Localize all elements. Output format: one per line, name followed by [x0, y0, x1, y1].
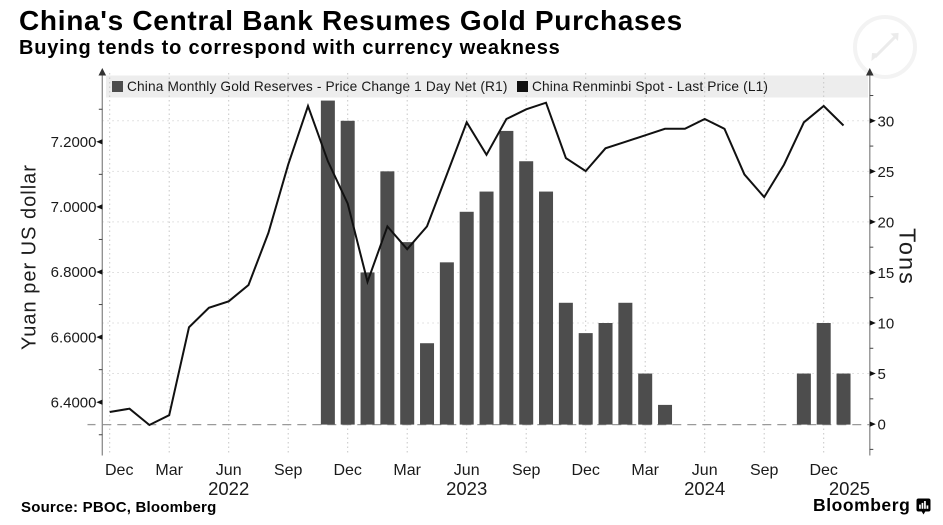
gold-reserves-bar [658, 404, 673, 425]
left-axis-tick-label: 6.6000 [51, 329, 97, 346]
gold-reserves-bar [638, 373, 653, 425]
left-axis-tick [96, 269, 103, 275]
bloomberg-logo: Bloomberg [813, 495, 931, 516]
left-axis-tick-label: 7.0000 [51, 199, 97, 216]
x-tick-label: Dec [333, 462, 361, 479]
right-axis-tick [869, 168, 876, 174]
gold-reserves-bar [459, 211, 474, 425]
legend-label-gold-reserves: China Monthly Gold Reserves - Price Chan… [127, 78, 508, 94]
legend-swatch-renminbi-spot-icon [517, 81, 528, 92]
gold-reserves-bar [558, 302, 573, 425]
x-tick-label: Jun [454, 462, 480, 479]
gold-reserves-bar [519, 161, 534, 425]
right-axis-tick-label: 20 [878, 214, 895, 231]
gold-reserves-bar [340, 120, 355, 425]
x-tick-label: Dec [571, 462, 599, 479]
source-note: Source: PBOC, Bloomberg [21, 499, 217, 516]
gold-reserves-bar [380, 171, 395, 425]
year-label: 2024 [684, 478, 725, 499]
left-axis-tick [96, 139, 103, 145]
right-axis-tick [869, 370, 876, 377]
renminbi-spot-line [109, 101, 845, 427]
x-tick-label: Jun [216, 462, 242, 479]
x-tick-label: Dec [809, 462, 837, 479]
right-axis-tick-label: 30 [878, 113, 895, 130]
right-axis-title: Tons [894, 228, 921, 286]
right-axis-tick-label: 15 [878, 265, 895, 282]
gold-reserves-bar [816, 323, 831, 425]
gold-reserves-bar [499, 130, 514, 425]
x-tick-label: Sep [512, 462, 541, 479]
expand-icon-arrowhead-ne [890, 32, 899, 41]
legend-strip [106, 75, 868, 98]
right-axis-arrow [866, 68, 874, 76]
left-axis-tick-label: 6.8000 [51, 264, 97, 281]
x-tick-label: Mar [155, 462, 183, 479]
expand-icon-arrowhead-sw [871, 53, 881, 62]
right-axis-tick [869, 320, 876, 326]
legend-entry-gold-reserves: China Monthly Gold Reserves - Price Chan… [112, 76, 508, 98]
gold-reserves-bar [400, 242, 415, 425]
right-axis-tick [869, 421, 876, 427]
x-tick-label: Mar [631, 462, 659, 479]
left-axis-tick [96, 399, 103, 405]
gold-reserves-bar [479, 191, 494, 425]
chart-subtitle: Buying tends to correspond with currency… [19, 37, 561, 59]
legend-entry-renminbi-spot: China Renminbi Spot - Last Price (L1) [517, 76, 768, 98]
gold-reserves-bar [598, 323, 613, 425]
bloomberg-icon [916, 498, 931, 515]
gold-reserves-bar [360, 272, 375, 425]
right-axis-tick-label: 10 [878, 316, 895, 333]
right-axis-tick-label: 25 [878, 164, 895, 181]
gold-reserves-bar [796, 373, 811, 425]
right-axis-tick-label: 0 [878, 417, 886, 434]
right-axis-tick [869, 219, 876, 225]
right-axis-tick-label: 5 [878, 366, 886, 383]
year-label: 2023 [446, 478, 487, 499]
left-axis-tick-label: 7.2000 [51, 134, 97, 151]
left-axis-tick-label: 6.4000 [51, 394, 97, 411]
left-axis-title: Yuan per US dollar [18, 164, 41, 350]
gold-reserves-bar [618, 302, 633, 425]
left-axis-tick [96, 204, 103, 210]
x-tick-label: Mar [393, 462, 421, 479]
x-tick-label: Dec [105, 462, 133, 479]
gold-reserves-bar [836, 373, 851, 425]
gold-reserves-bar [439, 262, 454, 425]
gold-reserves-bar [539, 191, 554, 425]
left-axis-tick [96, 334, 103, 340]
gold-reserves-bar [320, 100, 335, 425]
gold-reserves-bar [578, 333, 593, 425]
left-axis-arrow [98, 68, 107, 76]
legend-label-renminbi-spot: China Renminbi Spot - Last Price (L1) [532, 78, 769, 94]
x-tick-label: Sep [274, 462, 303, 479]
x-tick-label: Jun [692, 462, 718, 479]
year-label: 2025 [829, 478, 870, 499]
expand-icon[interactable] [853, 15, 917, 79]
right-axis-tick [869, 118, 876, 124]
x-tick-label: Sep [750, 462, 779, 479]
gold-reserves-bar [420, 343, 435, 425]
chart-title: China's Central Bank Resumes Gold Purcha… [19, 5, 683, 36]
year-label: 2022 [208, 478, 249, 499]
right-axis-tick [869, 269, 876, 276]
bloomberg-wordmark: Bloomberg [813, 495, 911, 515]
legend-swatch-gold-reserves-icon [112, 81, 123, 92]
